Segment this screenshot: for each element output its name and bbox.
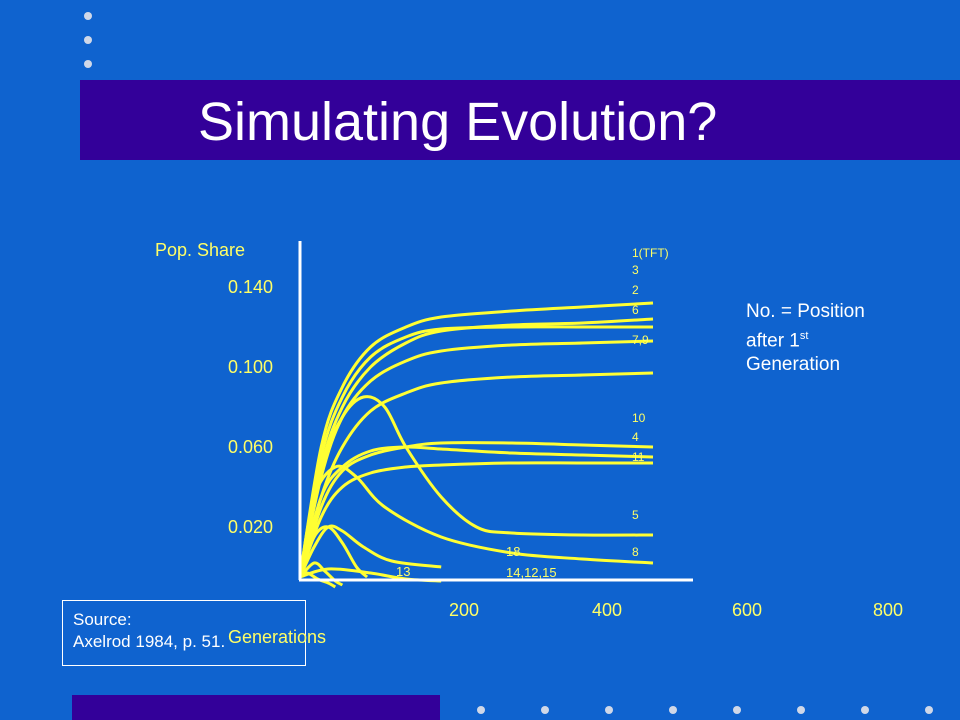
series-line-6: [298, 445, 654, 578]
series-label: 13: [396, 564, 410, 579]
series-label: 6: [632, 303, 639, 317]
series-label: 3: [632, 263, 639, 277]
series-label: 11: [632, 450, 645, 464]
bullet-dot: [669, 706, 677, 714]
chart-curves: [298, 301, 654, 589]
note-line-2: after 1st: [746, 324, 916, 353]
note-line-2-text: after 1: [746, 330, 800, 352]
slide-title: Simulating Evolution?: [198, 92, 718, 152]
bottom-bar: [72, 695, 440, 720]
note-line-1: No. = Position: [746, 301, 865, 322]
series-label: 7,9: [632, 333, 649, 347]
y-axis-title: Pop. Share: [155, 240, 246, 260]
series-line-13: [298, 561, 344, 587]
bullet-dot: [84, 36, 92, 44]
position-note: No. = Position after 1st Generation: [746, 300, 916, 377]
source-citation: Axelrod 1984, p. 51.: [73, 632, 226, 651]
x-tick-label: 400: [592, 600, 623, 620]
series-label: 1(TFT): [632, 246, 669, 260]
bullet-dot: [477, 706, 485, 714]
y-tick-label: 0.100: [228, 357, 274, 377]
bullet-dot: [797, 706, 805, 714]
y-tick-label: 0.020: [228, 517, 274, 537]
series-line-8: [298, 395, 654, 578]
series-line-9: [298, 464, 654, 578]
series-label: 18: [506, 544, 520, 559]
series-label: 2: [632, 283, 639, 297]
bullet-dot: [733, 706, 741, 714]
series-label: 8: [632, 545, 639, 559]
title-bar: [80, 80, 960, 160]
series-line-0: [298, 301, 654, 578]
series-labels: 1(TFT) 3 2 6 7,9 10 4 11 5 8 18 13 14,12,15: [396, 246, 669, 580]
series-line-2: [298, 325, 653, 578]
note-line-3: Generation: [746, 354, 841, 376]
y-tick-label: 0.060: [228, 437, 274, 457]
series-line-7: [298, 461, 653, 578]
series-label: 14,12,15: [506, 565, 557, 580]
source-label: Source:: [73, 610, 132, 629]
x-tick-label: 800: [873, 600, 904, 620]
bullet-dot: [84, 12, 92, 20]
bullet-dot: [605, 706, 613, 714]
series-line-10: [298, 524, 442, 578]
series-line-3: [298, 339, 654, 578]
bullet-dot: [861, 706, 869, 714]
bullet-dot: [925, 706, 933, 714]
bullet-dot: [84, 60, 92, 68]
source-box: Source: Axelrod 1984, p. 51.: [62, 600, 306, 666]
x-tick-label: 200: [449, 600, 480, 620]
y-tick-label: 0.140: [228, 277, 274, 297]
x-axis-title: Generations: [228, 627, 327, 647]
series-line-11: [298, 525, 369, 579]
x-tick-label: 600: [732, 600, 763, 620]
note-superscript: st: [799, 330, 809, 342]
series-label: 4: [632, 430, 639, 444]
series-label: 5: [632, 508, 639, 522]
bullet-dot: [541, 706, 549, 714]
series-label: 10: [632, 411, 646, 425]
